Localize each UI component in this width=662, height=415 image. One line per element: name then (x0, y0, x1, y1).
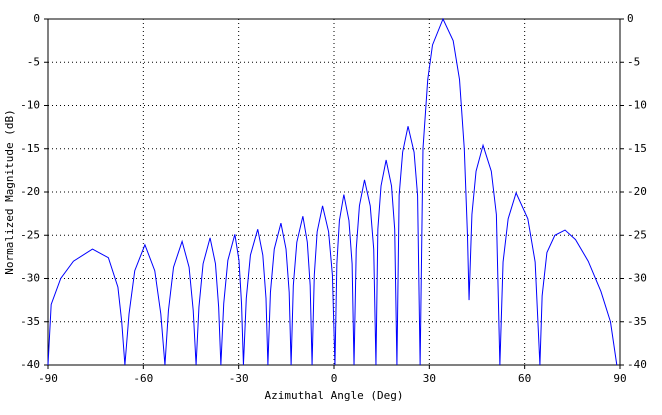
y2-tick-label: -5 (627, 55, 640, 68)
x-tick-label: -60 (133, 372, 153, 385)
y-tick-label: -10 (20, 99, 40, 112)
y-tick-label: -30 (20, 272, 40, 285)
x-tick-label: -30 (229, 372, 249, 385)
x-axis-label: Azimuthal Angle (Deg) (264, 389, 403, 402)
y-tick-label: -5 (27, 55, 40, 68)
y-tick-label: -20 (20, 185, 40, 198)
y-tick-label: -25 (20, 228, 40, 241)
x-tick-label: 30 (423, 372, 436, 385)
y2-tick-label: -15 (627, 142, 647, 155)
y2-tick-label: -25 (627, 228, 647, 241)
x-tick-label: -90 (38, 372, 58, 385)
y-tick-label: 0 (33, 12, 40, 25)
y2-tick-label: 0 (627, 12, 634, 25)
pattern-line (47, 17, 618, 366)
plot-frame (47, 18, 621, 366)
y2-tick-label: -20 (627, 185, 647, 198)
y-tick-label: -15 (20, 142, 40, 155)
x-tick-label: 90 (613, 372, 626, 385)
y2-tick-label: -10 (627, 99, 647, 112)
y-tick-label: -40 (20, 358, 40, 371)
y-axis-label: Normalized Magnitude (dB) (3, 109, 16, 275)
x-tick-label: 0 (331, 372, 338, 385)
x-tick-label: 60 (518, 372, 531, 385)
y-tick-label: -35 (20, 315, 40, 328)
y2-tick-label: -30 (627, 272, 647, 285)
y2-tick-label: -35 (627, 315, 647, 328)
y2-tick-label: -40 (627, 358, 647, 371)
